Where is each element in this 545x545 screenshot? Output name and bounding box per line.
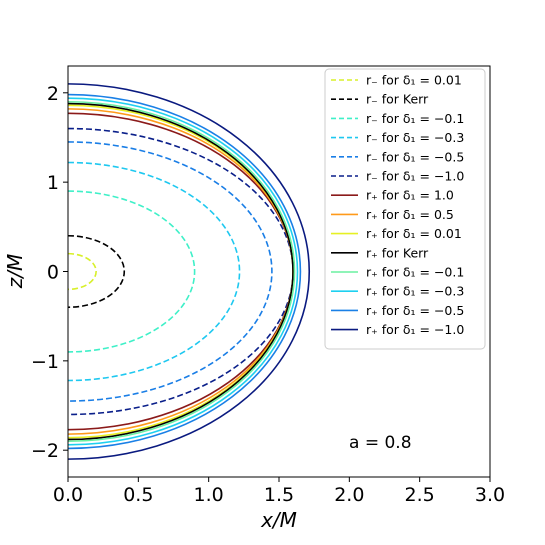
x-axis-label: x/M xyxy=(260,508,297,532)
series-line-4 xyxy=(67,141,273,402)
ticks-group: 0.0 0.5 1.0 1.5 2.0 2.5 3.0 −2 −1 0 1 2 xyxy=(31,83,505,506)
series-line-11 xyxy=(67,97,299,446)
legend-entry-11: r₊ for δ₁ = −0.3 xyxy=(366,284,464,299)
y-axis-label: z/M xyxy=(3,254,27,290)
legend-entry-2: r₋ for δ₁ = −0.1 xyxy=(366,111,464,126)
x-tick-label-1: 0.5 xyxy=(123,484,153,506)
y-tick-label-1: −1 xyxy=(31,351,59,373)
series-line-3 xyxy=(67,161,241,382)
legend-entry-3: r₋ for δ₁ = −0.3 xyxy=(366,130,464,145)
y-tick-label-0: −2 xyxy=(31,440,59,462)
legend: r₋ for δ₁ = 0.01 r₋ for Kerr r₋ for δ₁ = −… xyxy=(324,68,486,350)
legend-entry-5: r₋ for δ₁ = −1.0 xyxy=(366,169,464,184)
y-tick-label-2: 0 xyxy=(47,262,59,284)
x-tick-label-4: 2.0 xyxy=(334,484,364,506)
series-line-9 xyxy=(67,102,294,441)
x-tick-label-2: 1.0 xyxy=(194,484,224,506)
series-line-2 xyxy=(67,190,196,353)
series-line-13 xyxy=(67,83,310,460)
series-line-10 xyxy=(67,100,296,443)
x-tick-label-5: 2.5 xyxy=(405,484,435,506)
series-line-1 xyxy=(67,234,125,309)
x-tick-label-6: 3.0 xyxy=(475,484,505,506)
legend-entry-13: r₊ for δ₁ = −1.0 xyxy=(366,322,464,337)
curves-group xyxy=(67,83,310,460)
y-tick-label-4: 2 xyxy=(47,83,59,105)
legend-entry-7: r₊ for δ₁ = 0.5 xyxy=(366,207,454,222)
legend-frame xyxy=(324,68,486,350)
legend-entry-9: r₊ for Kerr xyxy=(366,245,429,260)
series-line-8 xyxy=(67,104,294,439)
legend-entry-1: r₋ for Kerr xyxy=(366,92,429,107)
x-tick-label-3: 1.5 xyxy=(264,484,294,506)
legend-entry-0: r₋ for δ₁ = 0.01 xyxy=(366,73,462,88)
legend-entry-8: r₊ for δ₁ = 0.01 xyxy=(366,226,462,241)
series-line-12 xyxy=(67,93,301,450)
legend-entry-12: r₊ for δ₁ = −0.5 xyxy=(366,303,464,318)
x-tick-label-0: 0.0 xyxy=(53,484,83,506)
legend-entry-4: r₋ for δ₁ = −0.5 xyxy=(366,149,464,164)
legend-entry-6: r₊ for δ₁ = 1.0 xyxy=(366,188,454,203)
series-line-0 xyxy=(67,252,97,291)
annotation: a = 0.8 xyxy=(349,433,412,453)
y-tick-label-3: 1 xyxy=(47,172,59,194)
series-line-6 xyxy=(67,112,294,431)
legend-entry-10: r₊ for δ₁ = −0.1 xyxy=(366,265,464,280)
